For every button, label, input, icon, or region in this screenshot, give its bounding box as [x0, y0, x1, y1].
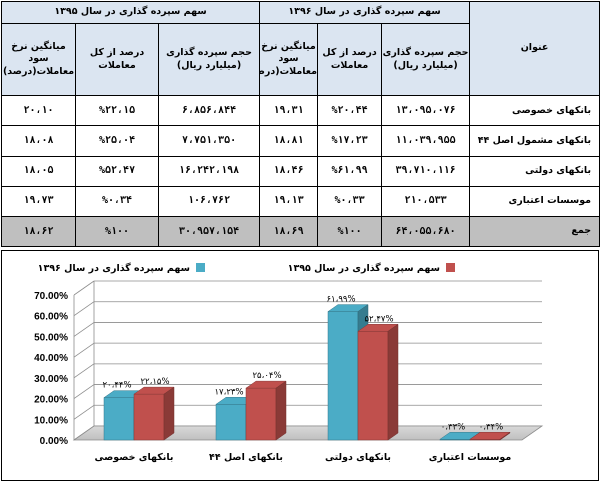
cell-1395-percent: %۲۲،۱۵ — [75, 95, 160, 127]
cell-1396-percent: %۰،۳۳ — [317, 185, 383, 217]
category-label: موسسات اعتباری — [429, 452, 512, 463]
cell-1396-volume: ۳۹،۷۱۰،۱۱۶ — [381, 155, 471, 187]
side-wall-line — [73, 322, 95, 337]
cell-1396-rate: ۱۹،۱۳ — [259, 185, 319, 217]
chart-bars — [103, 304, 511, 441]
total-1396-volume: ۶۴،۰۵۵،۶۸۰ — [381, 215, 471, 248]
total-title: جمع — [469, 215, 600, 248]
row-title: موسسات اعتباری — [469, 185, 600, 217]
bar-side — [275, 380, 287, 441]
cell-1395-rate: ۲۰،۱۰ — [0, 95, 77, 127]
total-1396-rate: ۱۸،۶۹ — [259, 215, 319, 248]
row-title: بانکهای مشمول اصل ۴۴ — [469, 125, 600, 157]
bar-front-1395 — [133, 393, 165, 441]
table-row: بانکهای دولتی ۳۹،۷۱۰،۱۱۶ %۶۱،۹۹ ۱۸،۴۶ ۱۶… — [0, 155, 600, 187]
subheader-1396-volume: حجم سپرده گذاری (میلیارد ریال) — [381, 23, 471, 97]
data-label: ۲۲،۱۵% — [140, 377, 169, 387]
table-row: موسسات اعتباری ۲۱۰،۵۳۳ %۰،۳۳ ۱۹،۱۳ ۱۰۶،۷… — [0, 185, 600, 217]
data-label: ۲۵،۰۴% — [252, 371, 281, 381]
bar-front-1395 — [357, 331, 389, 441]
category-label: بانکهای خصوصی — [94, 452, 173, 463]
side-wall-line — [73, 363, 95, 379]
side-wall-line — [73, 280, 95, 296]
cell-1395-percent: %۲۵،۰۴ — [75, 125, 160, 157]
cell-1396-volume: ۲۱۰،۵۳۳ — [381, 185, 471, 217]
total-1395-percent: %۱۰۰ — [75, 215, 160, 248]
y-tick-label: 0.00% — [40, 436, 68, 447]
cell-1395-volume: ۷،۷۵۱،۳۵۰ — [158, 125, 261, 157]
subheader-1395-percent: درصد از کل معاملات — [75, 23, 160, 97]
cell-1395-rate: ۱۸،۰۸ — [0, 125, 77, 157]
side-wall-line — [73, 301, 95, 317]
cell-1396-volume: ۱۱،۰۳۹،۹۵۵ — [381, 125, 471, 157]
total-1395-rate: ۱۸،۶۲ — [0, 215, 77, 248]
legend-swatch — [446, 263, 455, 272]
legend-label: سهم سپرده گذاری در سال ۱۳۹۵ — [288, 262, 440, 274]
row-title: بانکهای دولتی — [469, 155, 600, 187]
y-tick-label: 30.00% — [34, 374, 68, 385]
data-label: ۱۷،۲۳% — [214, 387, 243, 397]
total-1395-volume: ۳۰،۹۵۷،۱۵۴ — [158, 215, 261, 248]
cell-1396-rate: ۱۸،۸۱ — [259, 125, 319, 157]
bar-front-1395 — [245, 387, 277, 441]
y-tick-label: 70.00% — [34, 291, 68, 302]
cell-1396-percent: %۱۷،۲۳ — [317, 125, 383, 157]
bar-front-1396 — [103, 397, 135, 441]
cell-1396-volume: ۱۳،۰۹۵،۰۷۶ — [381, 95, 471, 127]
data-label: ۶۱،۹۹% — [326, 295, 355, 305]
y-tick-label: 60.00% — [34, 312, 68, 323]
cell-1395-volume: ۶،۸۵۶،۸۴۴ — [158, 95, 261, 127]
cell-1395-volume: ۱۰۶،۷۶۲ — [158, 185, 261, 217]
cell-1396-percent: %۶۱،۹۹ — [317, 155, 383, 187]
cell-1396-percent: %۲۰،۴۴ — [317, 95, 383, 127]
cell-1395-rate: ۱۹،۷۳ — [0, 185, 77, 217]
cell-1395-rate: ۱۸،۰۵ — [0, 155, 77, 187]
table-row: بانکهای خصوصی ۱۳،۰۹۵،۰۷۶ %۲۰،۴۴ ۱۹،۳۱ ۶،… — [0, 95, 600, 127]
data-label: ۰،۳۳% — [441, 422, 466, 432]
data-label: ۰،۳۴% — [479, 422, 504, 432]
y-tick-label: 10.00% — [34, 415, 68, 426]
bar-side — [499, 431, 511, 441]
legend-swatch — [196, 263, 205, 272]
category-label: بانکهای اصل ۴۴ — [209, 452, 283, 463]
cell-1395-percent: %۵۲،۴۷ — [75, 155, 160, 187]
y-tick-label: 20.00% — [34, 395, 68, 406]
subheader-1395-volume: حجم سپرده گذاری (میلیارد ریال) — [158, 23, 261, 97]
cell-1395-volume: ۱۶،۲۴۲،۱۹۸ — [158, 155, 261, 187]
category-label: بانکهای دولتی — [325, 452, 391, 463]
header-year-1396: سهم سپرده گذاری در سال ۱۳۹۶ — [259, 0, 471, 25]
data-labels: ۲۰،۴۴% ۲۲،۱۵% ۱۷،۲۳% ۲۵،۰۴% ۶۱،۹۹% ۵۲،۴۷% ۰،۳۳… — [102, 295, 503, 433]
chart-canvas: 0.00% 10.00% 20.00% 30.00% 40.00% 50.00% 60.00… — [34, 262, 544, 463]
row-title: بانکهای خصوصی — [469, 95, 600, 127]
side-wall-line — [73, 384, 95, 399]
chart-legend: سهم سپرده گذاری در سال ۱۳۹۶ سهم سپرده گذا… — [38, 262, 455, 274]
total-1396-percent: %۱۰۰ — [317, 215, 383, 248]
bar-side — [387, 323, 399, 441]
y-tick-label: 50.00% — [34, 332, 68, 343]
header-title-col: عنوان — [469, 0, 600, 97]
side-wall-line — [73, 404, 95, 420]
y-axis-ticks: 0.00% 10.00% 20.00% 30.00% 40.00% 50.00% 60.00… — [34, 291, 68, 447]
cell-1396-rate: ۱۹،۳۱ — [259, 95, 319, 127]
table-total-row: جمع ۶۴،۰۵۵،۶۸۰ %۱۰۰ ۱۸،۶۹ ۳۰،۹۵۷،۱۵۴ %۱۰… — [0, 215, 600, 248]
cell-1396-rate: ۱۸،۴۶ — [259, 155, 319, 187]
data-label: ۵۲،۴۷% — [364, 314, 393, 324]
data-label: ۲۰،۴۴% — [102, 381, 131, 391]
deposit-share-table: عنوان سهم سپرده گذاری در سال ۱۳۹۶ سهم سپ… — [0, 0, 600, 248]
legend-label: سهم سپرده گذاری در سال ۱۳۹۶ — [38, 262, 190, 274]
subheader-1396-rate: میانگین نرخ سود معاملات(درصد) — [259, 23, 319, 97]
deposit-share-chart: 0.00% 10.00% 20.00% 30.00% 40.00% 50.00% 60.00… — [1, 250, 599, 481]
x-axis-categories: بانکهای خصوصی بانکهای اصل ۴۴ بانکهای دولتی… — [94, 452, 511, 463]
bar-front-1396 — [215, 404, 247, 441]
y-tick-label: 40.00% — [34, 353, 68, 364]
table-row: بانکهای مشمول اصل ۴۴ ۱۱،۰۳۹،۹۵۵ %۱۷،۲۳ ۱… — [0, 125, 600, 157]
bar-front-1396 — [327, 311, 359, 441]
side-wall-line — [73, 342, 95, 358]
subheader-1395-rate: میانگین نرخ سود معاملات(درصد) — [0, 23, 77, 97]
bar-side — [163, 386, 175, 441]
subheader-1396-percent: درصد از کل معاملات — [317, 23, 383, 97]
header-year-1395: سهم سپرده گذاری در سال ۱۳۹۵ — [0, 0, 261, 25]
cell-1395-percent: %۰،۳۴ — [75, 185, 160, 217]
